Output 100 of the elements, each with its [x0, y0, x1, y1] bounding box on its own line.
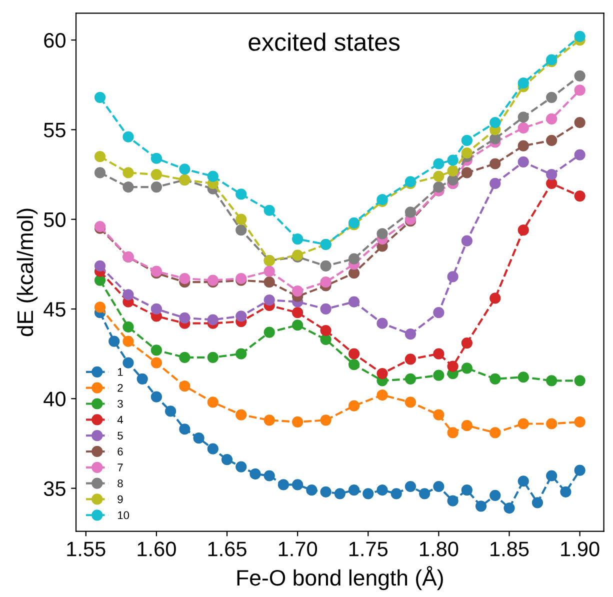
x-tick-label: 1.90 [561, 542, 600, 556]
point [179, 424, 190, 435]
point [574, 84, 586, 96]
x-tick-label: 1.85 [490, 542, 529, 556]
point [574, 70, 586, 82]
point [574, 375, 586, 386]
point [447, 360, 458, 372]
legend-label: 4 [117, 416, 123, 424]
point [136, 373, 148, 384]
point [433, 348, 444, 360]
legend-label: 5 [118, 432, 123, 440]
legend-label: 9 [118, 495, 123, 504]
point [94, 167, 106, 178]
point [490, 133, 501, 144]
point [193, 432, 204, 444]
point [94, 151, 106, 162]
point [518, 78, 529, 89]
point [433, 409, 444, 420]
point [546, 113, 558, 124]
point [179, 380, 190, 392]
point [376, 228, 388, 240]
x-axis-title: Fe-O bond length (Å) [237, 566, 443, 590]
point [490, 373, 501, 384]
point [348, 253, 360, 264]
point [320, 334, 332, 346]
point [461, 147, 472, 159]
point [461, 235, 472, 246]
point [546, 178, 558, 190]
point [236, 461, 247, 472]
point [278, 479, 290, 490]
point [532, 497, 544, 508]
x-tick-label: 1.60 [138, 542, 176, 556]
point [250, 468, 261, 480]
point [461, 134, 472, 146]
point [207, 314, 218, 326]
point [447, 427, 458, 438]
point [447, 154, 458, 166]
x-tick-label: 1.80 [420, 542, 458, 556]
point [376, 318, 388, 329]
point [404, 328, 416, 340]
point [433, 480, 444, 492]
point [236, 409, 247, 420]
point [404, 354, 416, 365]
point [264, 276, 275, 288]
point [292, 416, 304, 428]
y-tick-label: 55 [44, 122, 66, 138]
legend-label: 8 [118, 479, 123, 488]
point [447, 495, 458, 506]
point [94, 274, 106, 286]
point [122, 182, 134, 193]
point [207, 352, 218, 363]
legend-label: 10 [118, 511, 130, 520]
point [376, 390, 388, 401]
point [461, 167, 472, 178]
point [94, 302, 106, 313]
point [433, 182, 444, 193]
point [179, 164, 190, 175]
point [404, 206, 416, 218]
point [433, 370, 444, 381]
point [207, 170, 218, 182]
point [461, 362, 472, 374]
point [518, 156, 529, 168]
point [461, 484, 472, 496]
point [122, 131, 134, 142]
point [236, 348, 247, 360]
point [518, 418, 529, 430]
point [108, 336, 120, 347]
point [574, 149, 586, 160]
point [447, 271, 458, 282]
point [264, 470, 275, 482]
legend-label: 1 [118, 368, 123, 376]
point [504, 502, 515, 514]
point [546, 134, 558, 146]
point [574, 30, 586, 42]
point [179, 272, 190, 284]
point [376, 484, 388, 496]
point [122, 289, 134, 300]
legend-label: 7 [118, 464, 123, 472]
point [150, 344, 162, 356]
point [546, 470, 558, 482]
point [122, 357, 134, 368]
text: excited states [248, 32, 400, 51]
point [447, 174, 458, 186]
point [518, 122, 529, 134]
point [94, 92, 106, 103]
point [320, 324, 332, 336]
point [348, 400, 360, 412]
point [546, 92, 558, 103]
point [518, 372, 529, 383]
point [574, 464, 586, 476]
point [433, 158, 444, 170]
point [94, 260, 106, 272]
point [306, 484, 318, 496]
point [490, 116, 501, 128]
y-tick-label: 45 [44, 302, 66, 317]
point [221, 454, 233, 466]
point [490, 158, 501, 170]
point [150, 357, 162, 368]
point [348, 484, 360, 496]
point [264, 266, 275, 277]
